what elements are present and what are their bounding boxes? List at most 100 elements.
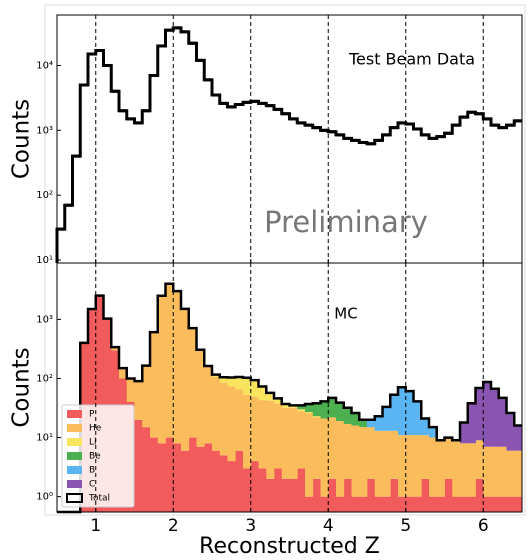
legend-swatch — [67, 424, 82, 432]
stack-segment — [367, 419, 376, 428]
y-tick-label: 10⁰ — [36, 492, 53, 503]
stack-segment — [429, 427, 438, 438]
stack-segment — [119, 368, 128, 379]
stack-segment — [336, 496, 345, 512]
histogram-outline — [55, 26, 522, 263]
legend: P He Li Be BC Total — [61, 404, 135, 508]
stack-segment — [429, 437, 438, 497]
stack-segment — [498, 446, 507, 497]
stack-segment — [258, 400, 267, 469]
stack-segment — [274, 403, 283, 469]
stack-segment — [421, 478, 430, 512]
x-axis-label: Reconstructed Z — [199, 534, 380, 559]
annotation: Preliminary — [264, 205, 428, 239]
y-tick-label: 10³ — [36, 125, 53, 136]
stack-segment — [328, 397, 337, 418]
stack-segment — [491, 388, 500, 447]
stack-segment — [475, 440, 484, 479]
stack-segment — [328, 478, 337, 512]
stack-segment — [281, 407, 290, 479]
stack-segment — [351, 413, 360, 426]
stack-segment — [413, 401, 422, 436]
stack-segment — [219, 382, 228, 456]
stack-segment — [219, 455, 228, 512]
stack-segment — [289, 478, 298, 512]
annotation: MC — [334, 305, 357, 323]
stack-segment — [305, 403, 314, 413]
stack-segment — [258, 468, 267, 512]
x-tick-label: 2 — [168, 516, 179, 536]
stack-segment — [312, 417, 321, 479]
legend-label: B — [89, 466, 95, 476]
stack-segment — [498, 397, 507, 447]
legend-label: P — [89, 410, 95, 420]
stack-segment — [436, 440, 445, 497]
figure-frame — [44, 4, 526, 516]
legend-swatch — [66, 493, 83, 503]
stack-segment — [157, 443, 166, 512]
stack-segment — [390, 478, 399, 512]
stack-segment — [460, 496, 469, 512]
legend-swatch — [67, 466, 82, 474]
stack-segment — [297, 411, 306, 469]
stack-segment — [95, 295, 104, 512]
stack-segment — [142, 365, 151, 428]
stack-segment — [359, 427, 368, 497]
stack-segment — [227, 377, 236, 387]
stack-segment — [382, 430, 391, 497]
stack-segment — [312, 403, 321, 417]
legend-label: He — [89, 424, 102, 434]
stack-segment — [405, 496, 414, 512]
stack-segment — [305, 413, 314, 497]
total-outline — [57, 282, 522, 514]
stack-segment — [181, 450, 190, 512]
stack-segment — [204, 366, 213, 444]
stack-segment — [281, 403, 290, 408]
stack-segment — [173, 443, 182, 512]
stack-segment — [297, 468, 306, 512]
stack-segment — [266, 400, 275, 479]
stack-segment — [243, 377, 252, 395]
stack-segment — [250, 380, 259, 397]
stack-segment — [157, 295, 166, 444]
stack-segment — [250, 461, 259, 512]
legend-label: Li — [89, 438, 97, 448]
stack-segment — [343, 407, 352, 424]
stack-segment — [336, 402, 345, 422]
stack-segment — [390, 394, 399, 431]
stack-segment — [398, 435, 407, 497]
stack-segment — [126, 378, 135, 402]
stack-segment — [165, 437, 174, 512]
stack-segment — [460, 443, 469, 497]
annotation: Test Beam Data — [348, 50, 475, 69]
stack-segment — [460, 422, 469, 444]
stack-segment — [452, 440, 461, 497]
stack-segment — [475, 478, 484, 512]
stack-segment — [359, 496, 368, 512]
stack-segment — [367, 427, 376, 479]
stack-segment — [212, 450, 221, 512]
stack-segment — [514, 450, 523, 497]
stack-segment — [483, 496, 492, 512]
stack-segment — [227, 386, 236, 462]
stack-segment — [250, 396, 259, 462]
stack-segment — [235, 376, 244, 390]
stack-segment — [506, 413, 515, 451]
stack-segment — [514, 496, 523, 512]
stack-segment — [320, 496, 329, 512]
legend-swatch — [67, 480, 82, 488]
stack-segment — [274, 398, 283, 404]
stack-segment — [173, 291, 182, 444]
stack-segment — [413, 435, 422, 497]
stack-segment — [243, 468, 252, 512]
stack-segment — [444, 437, 453, 479]
stack-segment — [374, 416, 383, 431]
stack-segment — [343, 478, 352, 512]
x-tick-label: 4 — [323, 516, 334, 536]
stack-segment — [289, 407, 298, 479]
stack-segment — [382, 406, 391, 431]
stack-segment — [444, 478, 453, 512]
stack-segment — [491, 446, 500, 497]
axes-frame — [56, 262, 523, 513]
x-tick-label: 6 — [478, 516, 489, 536]
